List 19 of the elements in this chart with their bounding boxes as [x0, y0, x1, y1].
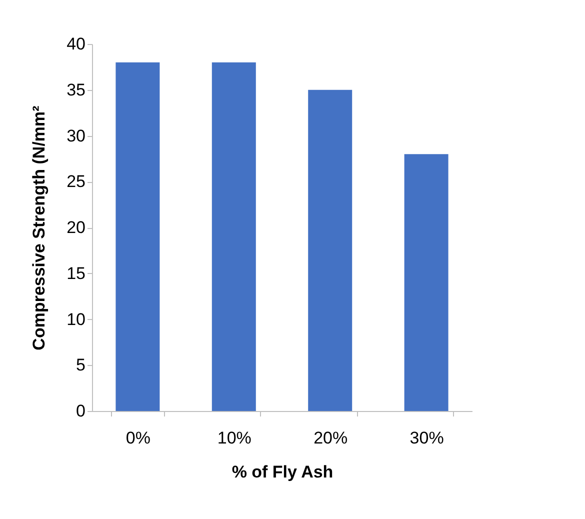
y-tick-label: 20	[66, 218, 86, 237]
y-tick-label: 15	[66, 264, 86, 283]
y-axis-title: Compressive Strength (N/mm²	[30, 105, 49, 350]
x-tick-label: 10%	[217, 428, 252, 448]
x-tick-label: 0%	[126, 428, 150, 448]
x-tick-label: 20%	[314, 428, 348, 448]
y-tick-label: 40	[66, 34, 86, 54]
bar	[116, 62, 160, 411]
y-tick-label: 0	[76, 402, 86, 420]
bar	[404, 154, 448, 411]
x-tick-label: 30%	[410, 428, 444, 448]
y-tick-label: 35	[66, 80, 86, 100]
y-tick-label: 30	[66, 126, 86, 146]
bar	[308, 90, 352, 411]
x-axis-title: % of Fly Ash	[232, 462, 334, 482]
y-tick-label: 5	[76, 356, 86, 375]
y-tick-label: 25	[66, 172, 86, 192]
y-tick-label: 10	[66, 310, 86, 329]
bar	[212, 62, 256, 411]
